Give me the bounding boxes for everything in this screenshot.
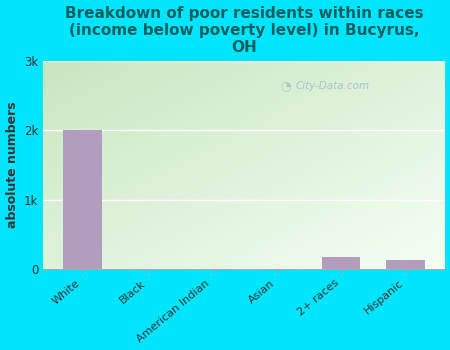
Bar <box>386 260 425 269</box>
Bar <box>322 257 360 269</box>
Y-axis label: absolute numbers: absolute numbers <box>5 102 18 228</box>
Text: City-Data.com: City-Data.com <box>296 81 370 91</box>
Bar <box>63 130 102 269</box>
Title: Breakdown of poor residents within races
(income below poverty level) in Bucyrus: Breakdown of poor residents within races… <box>65 6 423 55</box>
Text: ◔: ◔ <box>280 79 291 92</box>
